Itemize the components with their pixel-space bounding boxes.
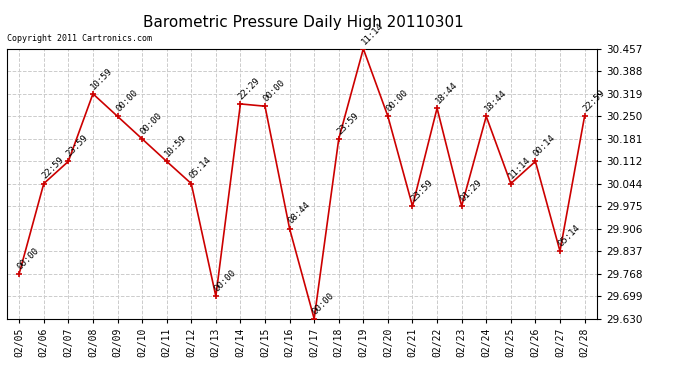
- Text: 22:59: 22:59: [581, 88, 607, 114]
- Text: 08:44: 08:44: [286, 201, 311, 226]
- Text: 00:00: 00:00: [139, 111, 164, 136]
- Text: 10:59: 10:59: [163, 133, 188, 159]
- Text: 10:59: 10:59: [89, 66, 115, 91]
- Text: 00:00: 00:00: [262, 78, 287, 104]
- Text: 00:00: 00:00: [16, 246, 41, 271]
- Text: 05:14: 05:14: [188, 156, 213, 181]
- Text: 23:59: 23:59: [335, 111, 361, 136]
- Text: 22:59: 22:59: [40, 156, 66, 181]
- Text: Barometric Pressure Daily High 20110301: Barometric Pressure Daily High 20110301: [144, 15, 464, 30]
- Text: 11:14: 11:14: [359, 21, 385, 46]
- Text: 00:00: 00:00: [213, 268, 237, 294]
- Text: 00:00: 00:00: [384, 88, 410, 114]
- Text: 00:00: 00:00: [310, 291, 336, 316]
- Text: 00:00: 00:00: [114, 88, 139, 114]
- Text: 05:14: 05:14: [556, 223, 582, 248]
- Text: 01:29: 01:29: [458, 178, 484, 203]
- Text: Copyright 2011 Cartronics.com: Copyright 2011 Cartronics.com: [7, 34, 152, 44]
- Text: 18:44: 18:44: [482, 88, 508, 114]
- Text: 23:59: 23:59: [409, 178, 434, 203]
- Text: 23:59: 23:59: [65, 133, 90, 159]
- Text: 11:14: 11:14: [507, 156, 533, 181]
- Text: 18:44: 18:44: [433, 80, 459, 105]
- Text: 00:14: 00:14: [532, 133, 558, 159]
- Text: 22:29: 22:29: [237, 76, 262, 101]
